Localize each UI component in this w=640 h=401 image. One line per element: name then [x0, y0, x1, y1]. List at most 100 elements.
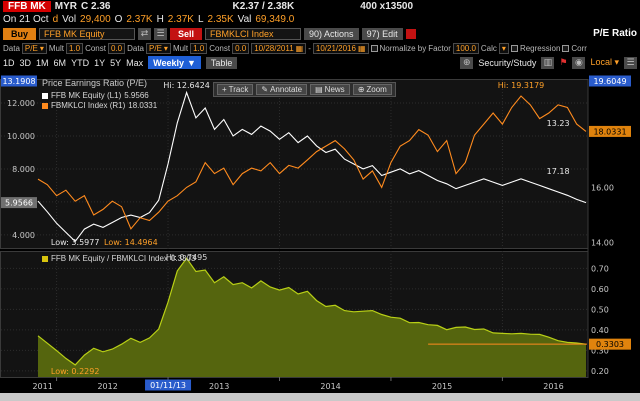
corr-checkbox[interactable] [562, 44, 570, 52]
data2-select[interactable]: P/E ▾ [146, 42, 171, 54]
chevron-down-icon: ▼ [186, 57, 196, 68]
zoom-tool-icon[interactable]: ⊕ [460, 56, 474, 69]
legend-series-2[interactable]: FBMKLCI Index (R1) 18.0331 [42, 101, 157, 110]
mult2-input[interactable]: 1.0 [190, 42, 208, 54]
buy-security-field[interactable]: FFB MK Equity [39, 27, 136, 40]
period-max[interactable]: Max [126, 57, 144, 68]
chart-area[interactable]: 12.00010.0008.0006.0004.00018.0016.0014.… [0, 70, 640, 393]
annotate-button[interactable]: ✎ Annotate [256, 84, 308, 95]
regression-checkbox[interactable] [510, 44, 518, 52]
svg-text:Low: 0.2292: Low: 0.2292 [51, 367, 100, 376]
val-value: 69,349.0 [255, 14, 295, 25]
function-title: P/E Ratio [593, 28, 637, 39]
normalize-label: Normalize by [379, 43, 427, 53]
legend-series-1[interactable]: FFB MK Equity (L1) 5.9566 [42, 91, 149, 100]
title-row: FFB MK MYR C 2.36 K2.37 / 2.38K 400 x135… [0, 0, 640, 13]
series2-last: 18.0331 [128, 101, 158, 110]
svg-text:2011: 2011 [32, 382, 52, 391]
delay-flag: d [52, 14, 59, 25]
ratio-swatch [42, 255, 48, 262]
svg-text:10.000: 10.000 [7, 132, 35, 141]
val-label: Val [237, 14, 252, 25]
data1-select[interactable]: P/E ▾ [21, 42, 47, 54]
svg-text:8.000: 8.000 [12, 165, 35, 174]
chevron-down-icon: ▾ [163, 43, 168, 53]
high-value: 2.37K [167, 14, 194, 25]
flag-icon[interactable]: ⚑ [559, 57, 568, 67]
data2-label: Data [127, 43, 145, 53]
svg-text:01/11/13: 01/11/13 [150, 381, 186, 390]
period-1d[interactable]: 1D [3, 57, 15, 68]
controls-row: Data P/E ▾ Mult 1.0 Const 0.0 Data P/E ▾ M… [0, 41, 640, 55]
pencil-icon: ✎ [261, 85, 269, 94]
series2-label: FBMKLCI Index (R1) [51, 101, 126, 110]
period-5y[interactable]: 5Y [110, 57, 122, 68]
mult2-label: Mult [172, 43, 189, 53]
factor-input[interactable]: 100.0 [452, 42, 479, 54]
frequency-select[interactable]: Weekly ▼ [148, 56, 201, 69]
svg-text:0.40: 0.40 [591, 326, 609, 335]
calc-label: Calc [480, 43, 497, 53]
menu-mini-icon[interactable]: ☰ [154, 27, 168, 40]
period-3d[interactable]: 3D [19, 57, 32, 68]
svg-text:Hi: 12.6424: Hi: 12.6424 [163, 81, 210, 90]
const1-input[interactable]: 0.0 [107, 42, 126, 54]
chart-toolbar: + Track ✎ Annotate ▤ News ⊕ Zoom [213, 82, 396, 97]
action-row: Buy FFB MK Equity ⇄ ☰ Sell FBMKLCI Index… [0, 26, 640, 41]
lot-size: 400 x13500 [360, 1, 414, 12]
sell-button[interactable]: Sell [170, 27, 203, 40]
period-1y[interactable]: 1Y [94, 57, 106, 68]
session-label: On 21 Oct [3, 14, 49, 25]
edit-button[interactable]: 97) Edit [361, 27, 403, 40]
zoom-button[interactable]: ⊕ Zoom [352, 84, 392, 95]
calc-select[interactable]: ▾ [498, 42, 509, 54]
chevron-down-icon: ▾ [614, 57, 619, 67]
date-from-field[interactable]: 10/28/2011 ▦ [251, 42, 307, 54]
security-study-label[interactable]: Security/Study [478, 57, 537, 68]
table-button[interactable]: Table [205, 56, 238, 69]
date-to-field[interactable]: 10/21/2016 ▦ [312, 42, 369, 54]
track-button[interactable]: + Track [217, 84, 254, 95]
period-1m[interactable]: 1M [36, 57, 49, 68]
mult1-input[interactable]: 1.0 [65, 42, 84, 54]
camera-icon[interactable]: ◉ [572, 56, 586, 69]
ratio-label: FFB MK Equity / FBMKLCI Index [51, 254, 168, 263]
panel1-title: Price Earnings Ratio (P/E) [42, 78, 148, 88]
local-select[interactable]: Local ▾ [590, 57, 619, 67]
svg-text:2013: 2013 [209, 382, 229, 391]
news-button[interactable]: ▤ News [310, 84, 350, 95]
svg-text:0.3303: 0.3303 [596, 340, 624, 349]
svg-text:Hi: 0.7495: Hi: 0.7495 [166, 253, 207, 262]
high-label: H [156, 14, 164, 25]
low-label: L [197, 14, 204, 25]
zoom-icon: ⊕ [357, 85, 365, 94]
layout-icon[interactable]: ▥ [541, 56, 555, 69]
const2-input[interactable]: 0.0 [232, 42, 250, 54]
svg-text:4.000: 4.000 [12, 231, 35, 240]
bid-ask: K2.37 / 2.38K [232, 1, 295, 12]
legend-ratio[interactable]: FFB MK Equity / FBMKLCI Index 0.3303 [42, 254, 195, 263]
period-6m[interactable]: 6M [53, 57, 67, 68]
period-ytd[interactable]: YTD [71, 57, 90, 68]
calendar-icon: ▦ [295, 43, 304, 53]
svg-text:Low: 3.5977: Low: 3.5977 [51, 238, 100, 247]
currency-label: MYR [54, 1, 78, 12]
menu-icon[interactable]: ☰ [624, 56, 637, 69]
buy-button[interactable]: Buy [3, 27, 37, 40]
svg-text:5.9566: 5.9566 [5, 199, 33, 208]
svg-text:13.1908: 13.1908 [2, 77, 35, 86]
svg-text:12.000: 12.000 [7, 99, 35, 108]
actions-button[interactable]: 90) Actions [304, 27, 359, 40]
regression-label: Regression [519, 43, 561, 53]
period-row: 1D 3D 1M 6M YTD 1Y 5Y Max Weekly ▼ Table … [0, 55, 640, 70]
last-price: C 2.36 [81, 1, 111, 12]
normalize-checkbox[interactable] [370, 44, 378, 52]
series2-swatch [42, 102, 48, 109]
chevron-down-icon: ▾ [39, 43, 44, 53]
svg-text:Low: 14.4964: Low: 14.4964 [104, 238, 158, 247]
svg-text:2015: 2015 [432, 382, 452, 391]
sell-security-field[interactable]: FBMKLCI Index [205, 27, 302, 40]
swap-icon[interactable]: ⇄ [138, 27, 152, 40]
pe-ratio-chart[interactable]: 12.00010.0008.0006.0004.00018.0016.0014.… [0, 70, 640, 393]
alert-indicator[interactable] [405, 28, 416, 39]
